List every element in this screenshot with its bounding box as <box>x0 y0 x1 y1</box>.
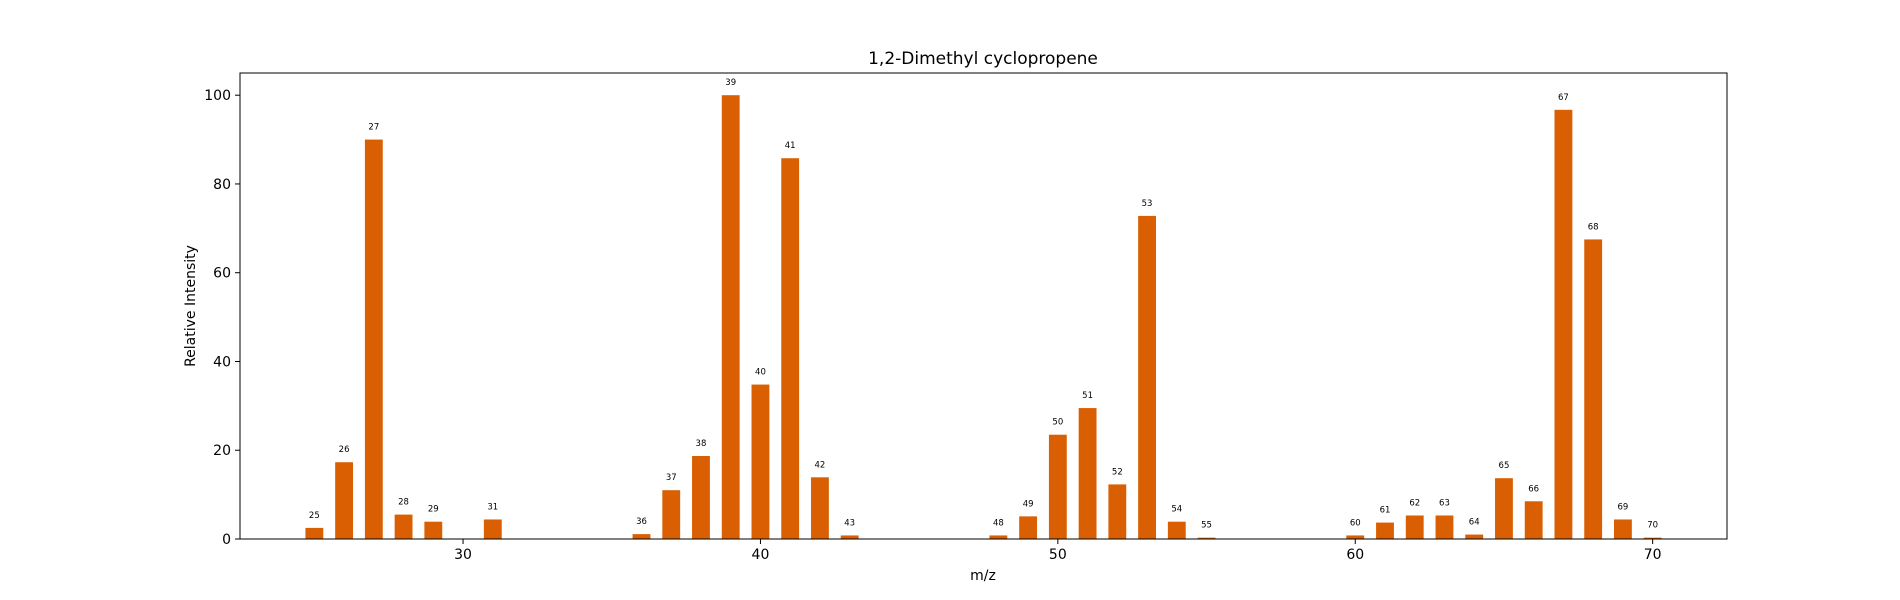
x-axis-label: m/z <box>970 568 996 584</box>
y-axis: 0 20 40 60 80 100 <box>204 88 240 548</box>
y-tick-label: 100 <box>204 88 231 104</box>
bar-label: 52 <box>1112 467 1123 477</box>
bar-label: 62 <box>1409 498 1420 508</box>
bar-mz-51 <box>1078 408 1097 539</box>
bar-mz-36 <box>632 534 651 539</box>
bar-mz-39 <box>721 95 740 539</box>
bar-mz-62 <box>1405 515 1424 539</box>
bar-label: 68 <box>1588 222 1599 232</box>
x-tick-label: 70 <box>1644 547 1662 563</box>
bar-label: 70 <box>1647 521 1658 531</box>
bar-mz-31 <box>483 519 502 539</box>
y-tick-label: 0 <box>222 532 231 548</box>
y-tick-label: 60 <box>213 266 231 282</box>
bar-label: 64 <box>1469 518 1480 528</box>
bar-label: 67 <box>1558 93 1569 103</box>
bar-label: 69 <box>1617 502 1628 512</box>
bar-mz-25 <box>305 527 324 539</box>
bar-label: 50 <box>1052 418 1063 428</box>
bar-mz-50 <box>1048 434 1067 539</box>
bar-label: 48 <box>993 518 1004 528</box>
bar-mz-53 <box>1138 215 1156 539</box>
x-tick-label: 60 <box>1346 547 1364 563</box>
y-tick-label: 40 <box>213 354 231 370</box>
bar-mz-65 <box>1495 478 1513 539</box>
bar-mz-37 <box>662 490 681 539</box>
bar-label: 37 <box>666 473 677 483</box>
y-tick-label: 80 <box>213 177 231 193</box>
bar-mz-70 <box>1643 537 1662 539</box>
bar-label: 43 <box>844 518 855 528</box>
bar-mz-55 <box>1197 537 1216 539</box>
bar-mz-66 <box>1524 501 1543 539</box>
bar-label: 36 <box>636 517 647 527</box>
bar-mz-42 <box>811 477 829 539</box>
bar-label: 27 <box>368 123 379 133</box>
bar-label: 53 <box>1142 199 1153 209</box>
bar-label: 26 <box>339 445 350 455</box>
bar-mz-54 <box>1167 521 1186 539</box>
bar-mz-60 <box>1346 535 1365 539</box>
bar-label: 49 <box>1023 499 1034 509</box>
y-tick-label: 20 <box>213 443 231 459</box>
bar-label: 29 <box>428 505 439 515</box>
bar-mz-48 <box>989 535 1008 539</box>
bar-label: 55 <box>1201 521 1212 531</box>
bar-mz-43 <box>840 535 859 539</box>
bar-label: 38 <box>696 439 707 449</box>
bar-mz-67 <box>1554 109 1573 540</box>
bar-mz-63 <box>1435 515 1454 539</box>
bar-label: 60 <box>1350 518 1361 528</box>
bar-label: 65 <box>1499 461 1510 471</box>
bar-label: 39 <box>725 78 736 88</box>
bar-label: 40 <box>755 368 766 378</box>
bar-mz-29 <box>424 521 443 539</box>
bar-mz-40 <box>751 384 770 539</box>
bar-label: 51 <box>1082 391 1093 401</box>
bar-mz-41 <box>781 158 800 539</box>
plot-area-frame <box>239 72 1728 540</box>
bar-label: 54 <box>1171 505 1182 515</box>
bar-labels: 25 26 27 28 29 31 36 37 38 39 40 41 42 43 48 49 50 51 52 53… <box>309 78 1658 530</box>
bar-mz-38 <box>692 456 710 539</box>
bar-label: 66 <box>1528 484 1539 494</box>
chart-title: 1,2-Dimethyl cyclopropene <box>868 49 1098 69</box>
bar-label: 28 <box>398 498 409 508</box>
y-axis-label: Relative Intensity <box>183 245 199 367</box>
bar-mz-49 <box>1019 516 1038 539</box>
x-tick-label: 30 <box>454 547 472 563</box>
bar-mz-61 <box>1376 522 1394 539</box>
bar-label: 41 <box>785 141 796 151</box>
bar-mz-52 <box>1108 484 1127 539</box>
bar-mz-26 <box>335 462 354 539</box>
x-tick-label: 40 <box>752 547 770 563</box>
bar-mz-69 <box>1613 519 1632 539</box>
x-tick-label: 50 <box>1049 547 1067 563</box>
bar-label: 25 <box>309 511 320 521</box>
bar-label: 63 <box>1439 498 1450 508</box>
bar-mz-68 <box>1584 239 1603 539</box>
bar-mz-27 <box>364 139 383 540</box>
bar-label: 61 <box>1380 506 1391 516</box>
bar-mz-64 <box>1465 534 1484 539</box>
bar-mz-28 <box>394 514 413 539</box>
bar-label: 42 <box>815 460 826 470</box>
x-axis: 30 40 50 60 70 <box>454 539 1662 563</box>
bar-label: 31 <box>487 502 498 512</box>
bar-series <box>305 95 1662 540</box>
